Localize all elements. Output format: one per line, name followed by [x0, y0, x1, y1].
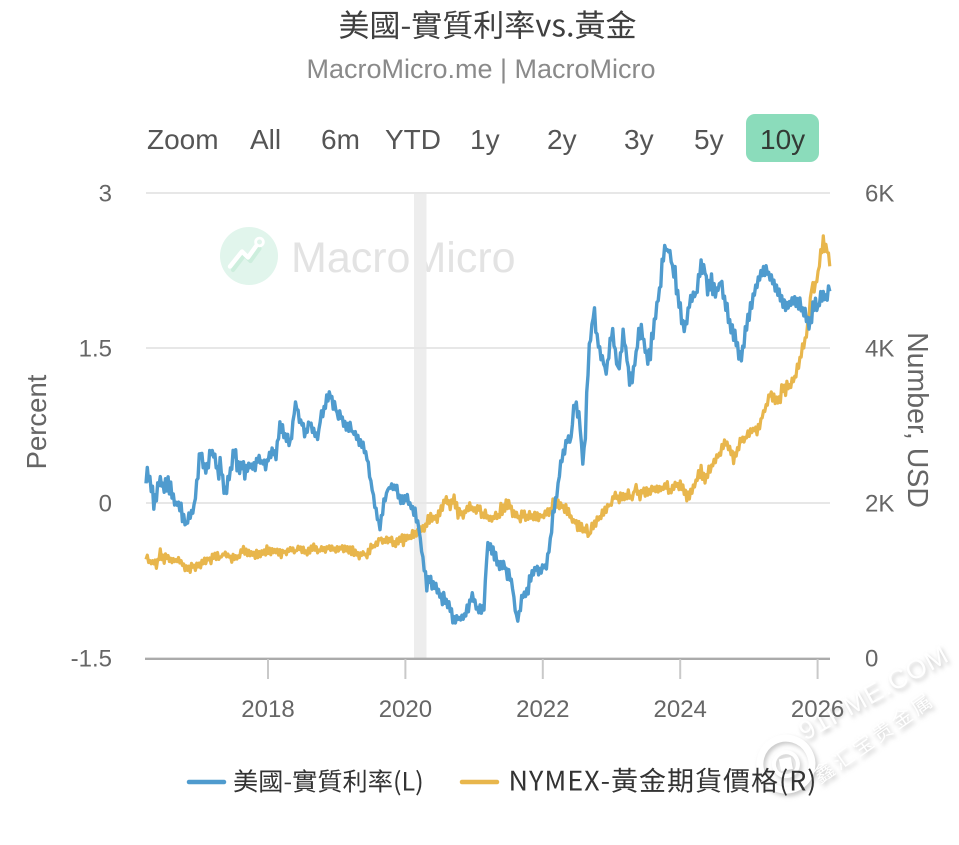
svg-text:6m: 6m: [321, 124, 360, 155]
svg-text:0: 0: [865, 646, 878, 673]
svg-text:MacroMicro: MacroMicro: [291, 234, 516, 282]
svg-text:2018: 2018: [241, 696, 294, 723]
svg-text:2K: 2K: [865, 491, 894, 518]
svg-text:3y: 3y: [624, 124, 654, 155]
svg-text:2020: 2020: [379, 696, 432, 723]
svg-text:6K: 6K: [865, 181, 894, 208]
svg-text:3: 3: [99, 181, 112, 208]
svg-text:4K: 4K: [865, 336, 894, 363]
svg-text:Percent: Percent: [21, 374, 52, 469]
svg-text:2022: 2022: [516, 696, 569, 723]
svg-text:2y: 2y: [547, 124, 577, 155]
svg-text:10y: 10y: [760, 124, 805, 155]
svg-text:Zoom: Zoom: [147, 124, 219, 155]
svg-text:1y: 1y: [470, 124, 500, 155]
svg-text:1.5: 1.5: [79, 336, 112, 363]
svg-text:2024: 2024: [654, 696, 707, 723]
svg-text:YTD: YTD: [385, 124, 441, 155]
svg-text:2026: 2026: [791, 696, 844, 723]
svg-text:0: 0: [99, 491, 112, 518]
svg-text:-1.5: -1.5: [71, 646, 112, 673]
svg-text:5y: 5y: [694, 124, 724, 155]
svg-text:MacroMicro.me | MacroMicro: MacroMicro.me | MacroMicro: [306, 54, 655, 84]
svg-text:All: All: [250, 124, 281, 155]
svg-text:Number, USD: Number, USD: [901, 332, 933, 508]
